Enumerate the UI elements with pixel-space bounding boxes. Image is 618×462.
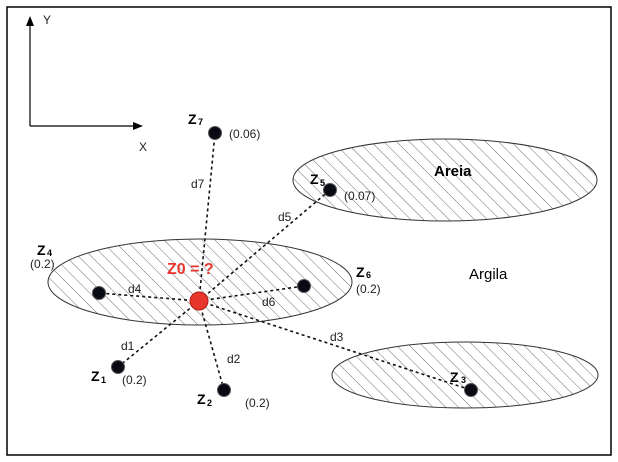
value-z1: (0.2) [122, 373, 147, 387]
value-z2: (0.2) [245, 396, 270, 410]
distance-label-d5: d5 [278, 210, 292, 224]
point-z2 [217, 383, 231, 397]
svg-text:7: 7 [198, 117, 203, 127]
sample-points [92, 126, 478, 397]
point-z5 [323, 183, 337, 197]
svg-text:Z: Z [37, 242, 46, 258]
svg-text:6: 6 [366, 270, 371, 280]
svg-text:4: 4 [47, 248, 52, 258]
label-z5: Z 5 (0.07) [310, 171, 375, 203]
svg-text:Z: Z [197, 391, 206, 407]
svg-text:5: 5 [320, 178, 325, 188]
axes: Y X [26, 13, 147, 154]
svg-text:Z: Z [91, 368, 100, 384]
y-axis-label: Y [43, 13, 51, 27]
svg-text:Z: Z [310, 171, 319, 187]
label-z3: Z 3 [450, 369, 466, 385]
line-d5 [198, 189, 331, 302]
svg-text:Z: Z [450, 369, 459, 385]
y-axis-arrow-icon [26, 16, 34, 26]
distance-label-d7: d7 [191, 177, 205, 191]
svg-text:Z: Z [356, 264, 365, 280]
value-z7: (0.06) [229, 127, 260, 141]
svg-text:1: 1 [101, 375, 106, 385]
svg-text:Z: Z [188, 111, 197, 127]
point-z0-target [189, 291, 209, 311]
distance-lines [98, 132, 472, 391]
point-z1 [111, 360, 125, 374]
point-z6 [297, 279, 311, 293]
label-z7: Z 7 (0.06) [188, 111, 260, 141]
x-axis-arrow-icon [133, 122, 143, 130]
label-z6: Z 6 (0.2) [356, 264, 381, 296]
region-label-argila: Argila [469, 266, 508, 283]
svg-text:3: 3 [461, 375, 466, 385]
value-z6: (0.2) [356, 282, 381, 296]
distance-label-d2: d2 [227, 352, 241, 366]
distance-label-d1: d1 [121, 339, 135, 353]
line-d4 [98, 292, 200, 302]
label-z4: Z 4 (0.2) [30, 242, 55, 271]
distance-label-d6: d6 [262, 295, 276, 309]
region-label-areia: Areia [434, 163, 472, 180]
point-z4 [92, 286, 106, 300]
distance-label-d3: d3 [330, 330, 344, 344]
region-z3-ellipse [331, 341, 599, 409]
point-z7 [208, 126, 222, 140]
point-z3 [464, 383, 478, 397]
label-z1: Z 1 (0.2) [91, 368, 147, 387]
target-label: Z0 = ? [167, 261, 214, 278]
value-z4: (0.2) [30, 257, 55, 271]
label-z2: Z 2 (0.2) [197, 391, 270, 410]
value-z5: (0.07) [344, 189, 375, 203]
x-axis-label: X [139, 140, 147, 154]
line-d7 [198, 132, 216, 302]
svg-text:2: 2 [207, 398, 212, 408]
distance-label-d4: d4 [128, 282, 142, 296]
region-z4-ellipse [47, 238, 353, 326]
region-areia-ellipse [292, 138, 598, 222]
